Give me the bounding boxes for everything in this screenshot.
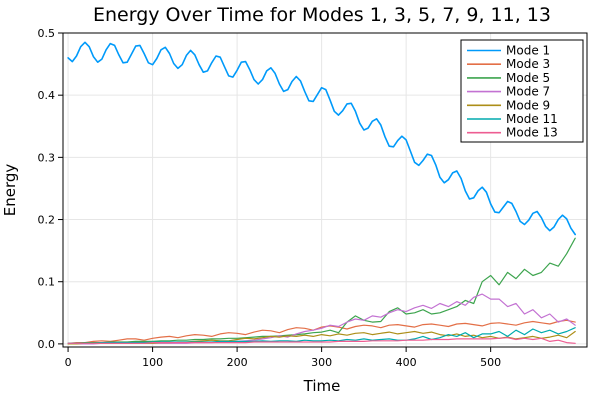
legend-label: Mode 9: [506, 98, 550, 112]
y-tick-label: 0.1: [38, 276, 56, 289]
x-tick-label: 0: [65, 356, 72, 369]
legend-label: Mode 11: [506, 112, 558, 126]
series-line-mode-9: [67, 330, 576, 345]
y-tick-label: 0.5: [38, 27, 56, 40]
legend-label: Mode 1: [506, 44, 550, 58]
legend-label: Mode 7: [506, 85, 550, 99]
y-tick-label: 0.4: [38, 89, 56, 102]
series-line-mode-1: [67, 41, 577, 236]
chart-title: Energy Over Time for Modes 1, 3, 5, 7, 9…: [93, 4, 551, 26]
series-line-mode-3: [67, 319, 576, 344]
x-tick-label: 400: [396, 356, 417, 369]
legend-label: Mode 5: [506, 71, 550, 85]
x-axis-label: Time: [303, 377, 341, 395]
y-tick-label: 0.2: [38, 214, 56, 227]
x-tick-label: 200: [227, 356, 248, 369]
x-tick-label: 100: [142, 356, 163, 369]
x-tick-label: 500: [480, 356, 501, 369]
series-line-mode-13: [67, 337, 576, 344]
legend-label: Mode 3: [506, 57, 550, 71]
legend-label: Mode 13: [506, 126, 558, 140]
y-axis-label: Energy: [1, 164, 19, 217]
plot-layers: 0 100 200 300 400 500 0.0 0.1 0.2 0.3 0.4 0.5 Mode 1…: [38, 27, 588, 369]
y-tick-label: 0.0: [38, 338, 56, 351]
plot-frame: [62, 32, 588, 348]
y-tick-label: 0.3: [38, 151, 56, 164]
x-tick-label: 300: [311, 356, 332, 369]
